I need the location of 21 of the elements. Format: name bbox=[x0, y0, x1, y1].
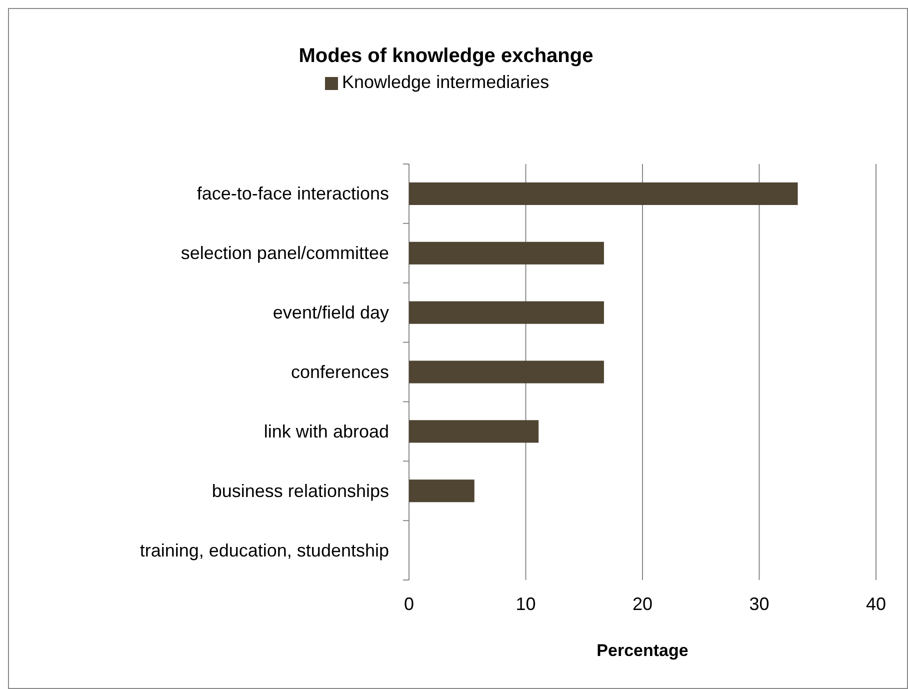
y-tick-label: training, education, studentship bbox=[140, 540, 389, 560]
x-axis-title: Percentage bbox=[596, 641, 688, 660]
x-tick-label: 0 bbox=[404, 594, 414, 614]
y-tick-label: face-to-face interactions bbox=[196, 184, 389, 204]
x-tick-label: 20 bbox=[632, 594, 653, 614]
bar bbox=[409, 420, 539, 443]
y-tick-label: conferences bbox=[290, 362, 389, 382]
y-tick-label: business relationships bbox=[212, 480, 389, 501]
bar bbox=[409, 301, 604, 324]
y-tick-label: event/field day bbox=[272, 302, 389, 323]
bar bbox=[409, 242, 604, 264]
legend-label: Knowledge intermediaries bbox=[342, 72, 550, 92]
bar bbox=[409, 360, 604, 384]
y-tick-label: link with abroad bbox=[264, 421, 389, 442]
y-tick-label: selection panel/committee bbox=[180, 243, 389, 264]
x-tick-label: 30 bbox=[749, 594, 770, 614]
bar bbox=[409, 182, 798, 206]
bar bbox=[409, 480, 474, 502]
x-tick-label: 10 bbox=[516, 594, 536, 614]
x-tick-label: 40 bbox=[866, 594, 886, 614]
chart-title: Modes of knowledge exchange bbox=[298, 45, 594, 67]
